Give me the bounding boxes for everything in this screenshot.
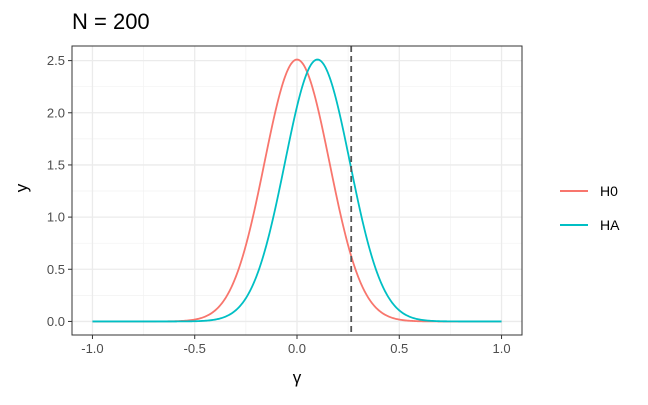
y-tick-label: 2.0 (47, 105, 65, 120)
x-tick-label: 1.0 (493, 341, 511, 356)
x-tick-label: 0.5 (390, 341, 408, 356)
legend-label-h0: H0 (600, 183, 618, 199)
y-tick-label: 0.5 (47, 262, 65, 277)
chart-title: N = 200 (72, 9, 150, 34)
series-line-ha (92, 58, 502, 323)
y-tick-label: 1.5 (47, 157, 65, 172)
x-axis-title: γ (293, 368, 302, 387)
plot-area: -1.0 -0.5 0.0 0.5 1.0 0.0 0.5 1.0 1.5 2.0 2.5 (47, 45, 523, 356)
legend-label-ha: HA (600, 217, 620, 233)
y-tick-label: 2.5 (47, 53, 65, 68)
x-tick-label: 0.0 (288, 341, 306, 356)
x-tick-label: -0.5 (184, 341, 206, 356)
y-tick-label: 1.0 (47, 210, 65, 225)
legend: H0 HA (560, 183, 620, 233)
x-tick-label: -1.0 (81, 341, 103, 356)
y-axis-title: y (12, 183, 31, 192)
y-tick-label: 0.0 (47, 314, 65, 329)
